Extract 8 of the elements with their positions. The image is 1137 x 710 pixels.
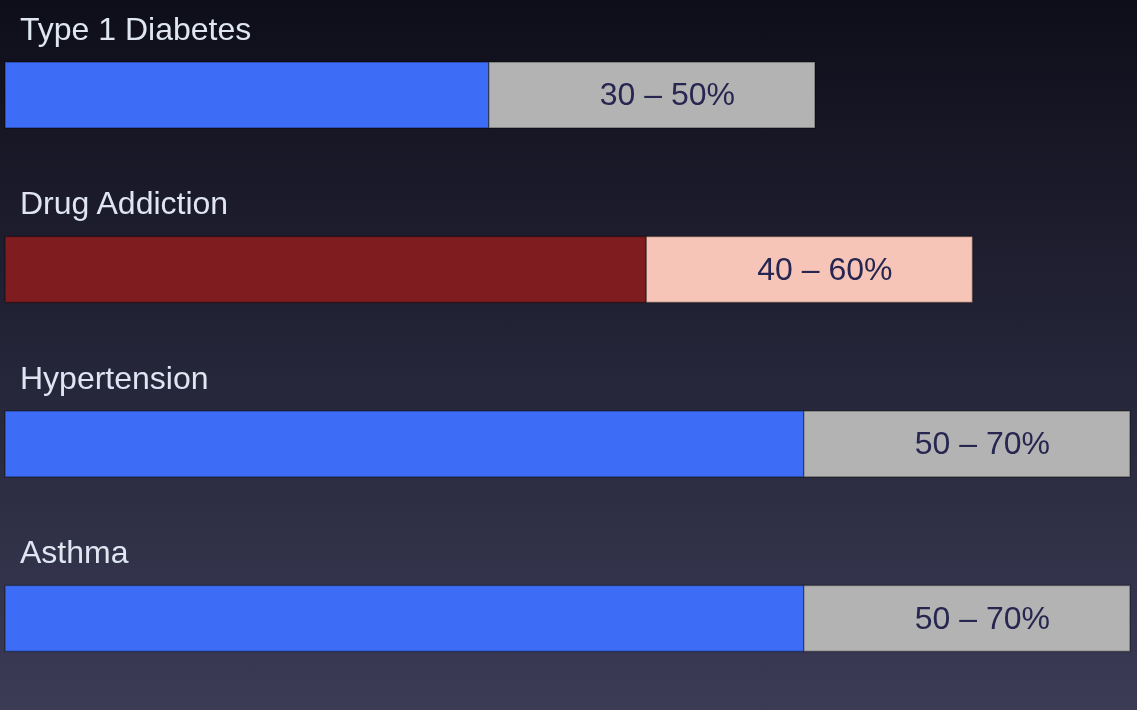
y-tick-label: Hypertension xyxy=(20,359,209,396)
annotation: 50 – 70% xyxy=(914,599,1050,636)
y-tick-label: Drug Addiction xyxy=(20,185,229,222)
annotation: 30 – 50% xyxy=(599,76,735,113)
annotation: 40 – 60% xyxy=(757,250,893,287)
annotation: 50 – 70% xyxy=(914,425,1050,462)
y-tick-label: Asthma xyxy=(20,534,129,571)
y-tick-label: Type 1 Diabetes xyxy=(20,11,252,47)
